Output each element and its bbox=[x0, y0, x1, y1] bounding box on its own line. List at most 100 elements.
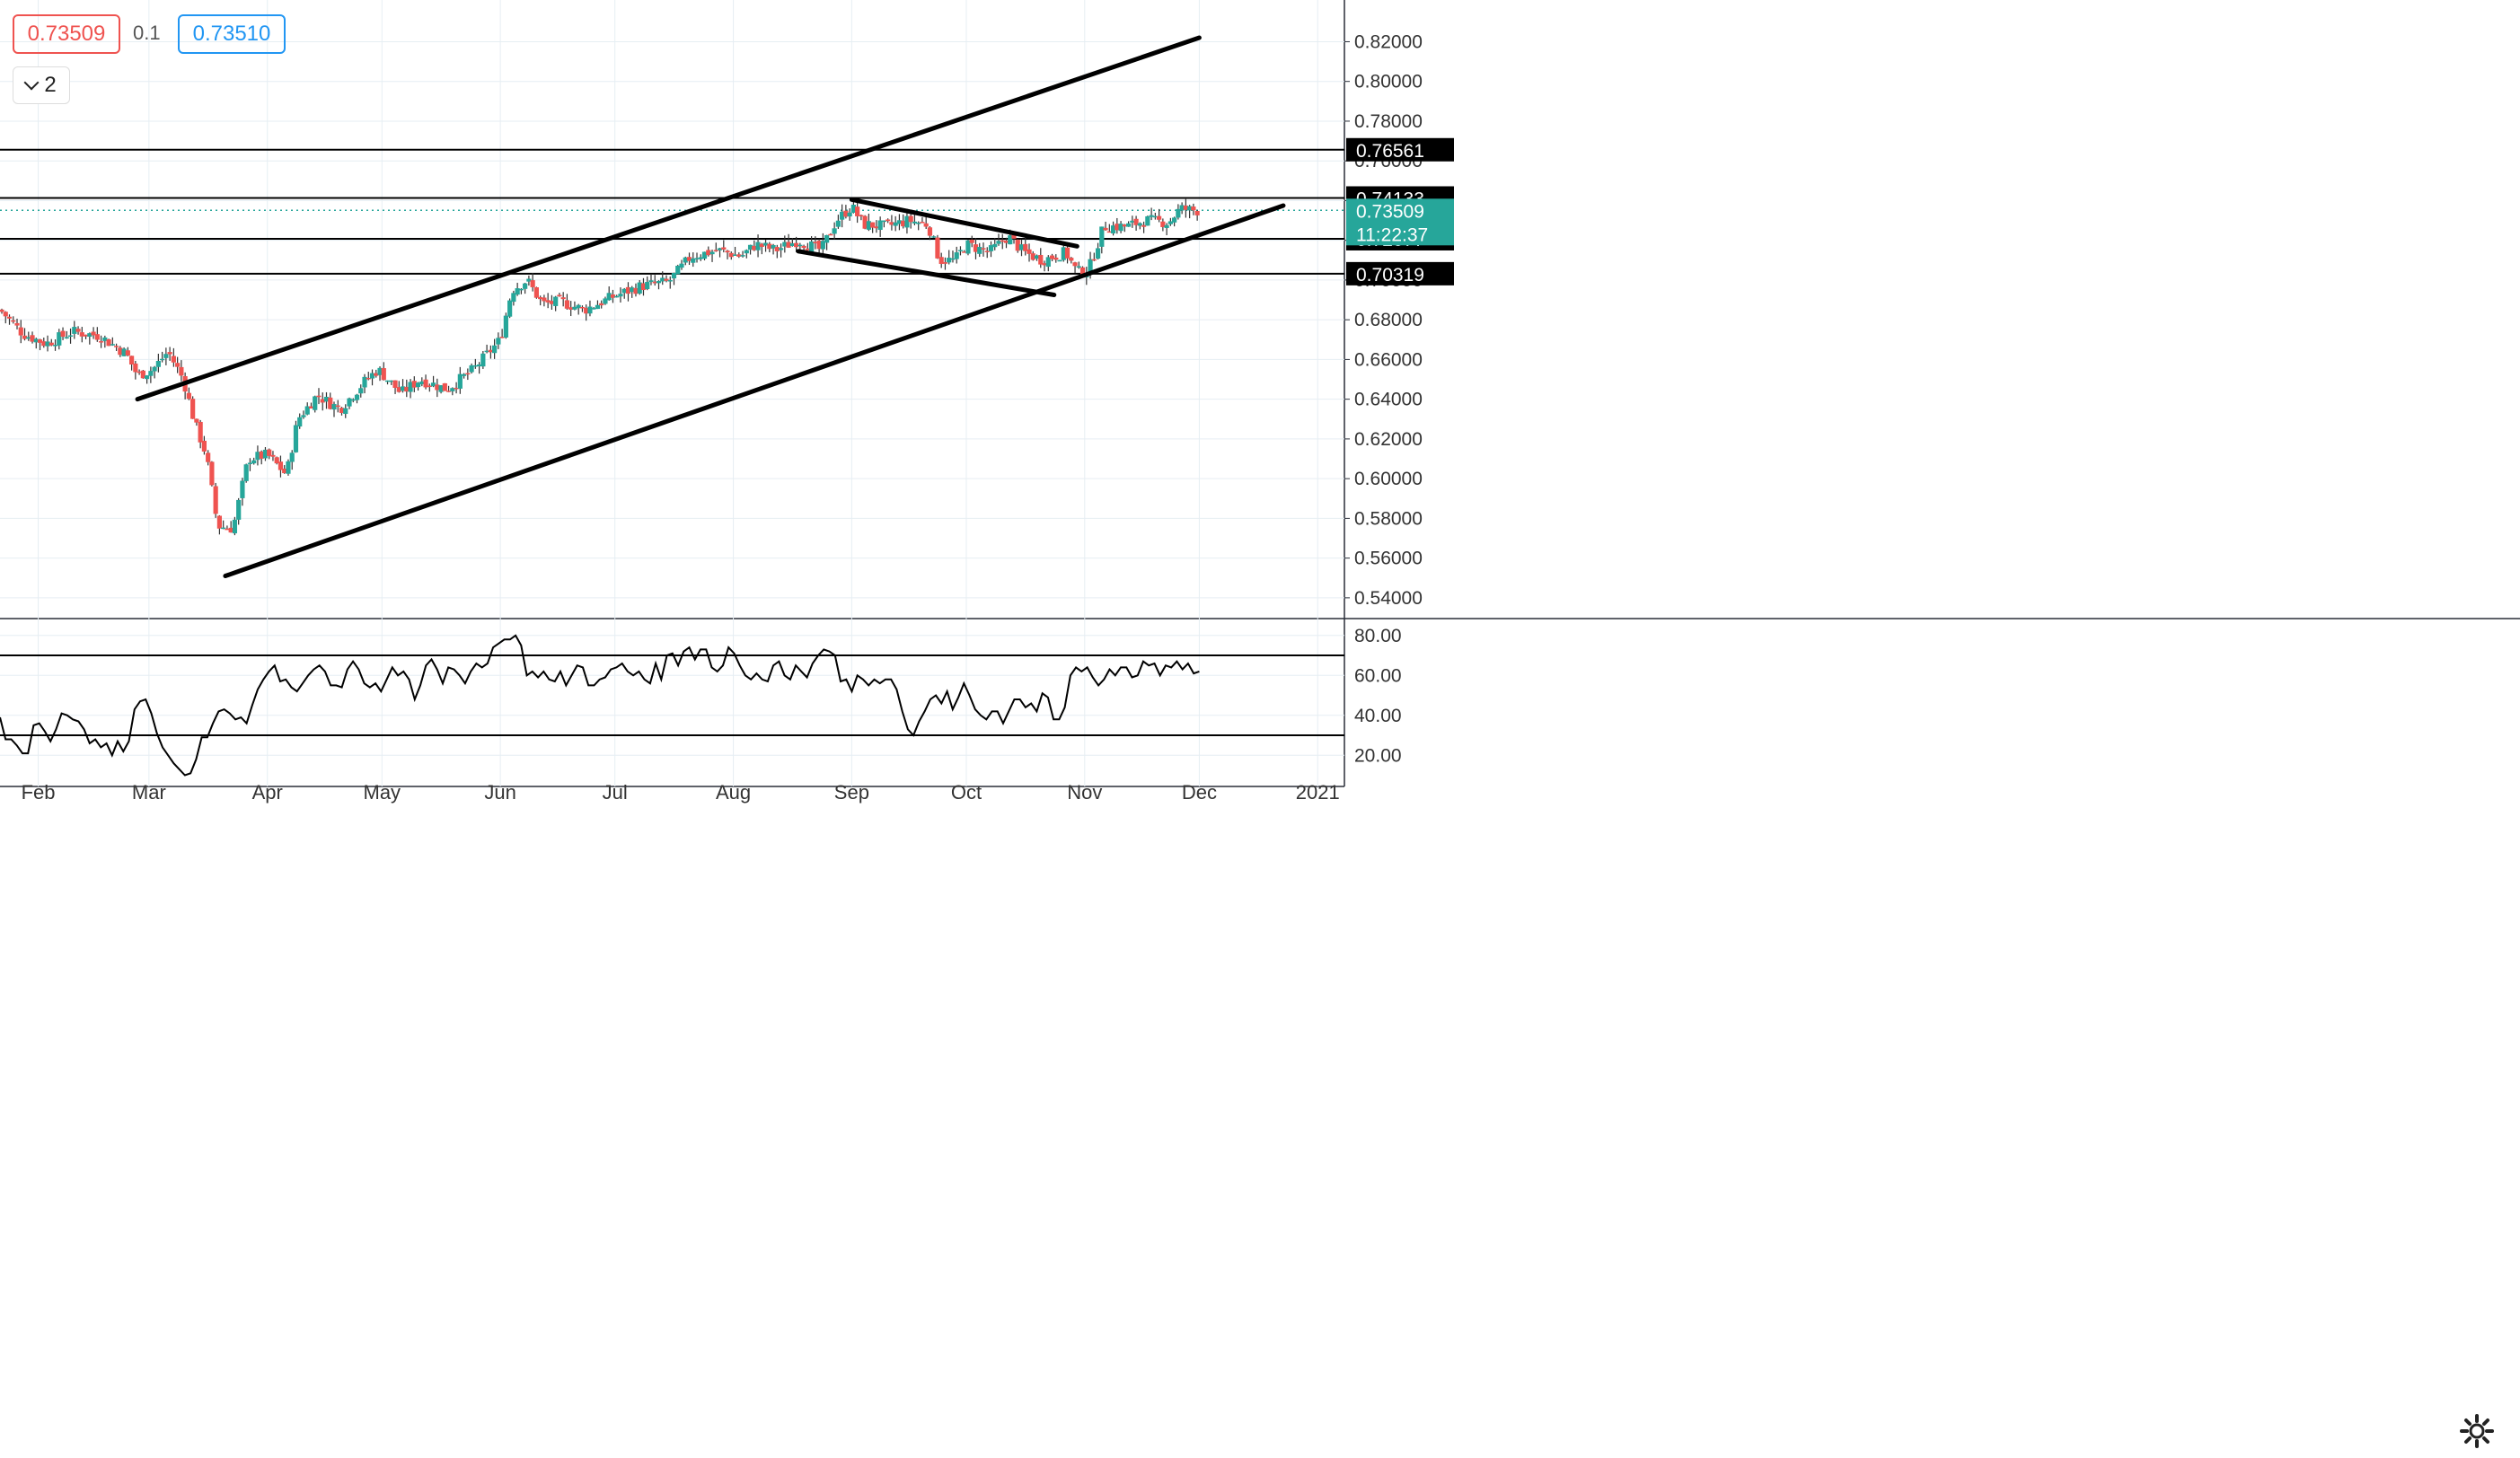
candle-up bbox=[507, 300, 513, 317]
candle-up bbox=[472, 364, 478, 367]
candle-down bbox=[625, 286, 631, 294]
candle-down bbox=[454, 387, 459, 390]
candle-up bbox=[523, 283, 528, 289]
candle-up bbox=[747, 244, 753, 250]
candle-up bbox=[484, 350, 489, 353]
candle-up bbox=[671, 272, 677, 279]
candle-down bbox=[335, 405, 340, 408]
candle-down bbox=[167, 352, 172, 355]
candle-down bbox=[927, 227, 933, 236]
candle-up bbox=[893, 222, 898, 226]
candle-down bbox=[1091, 259, 1097, 261]
candle-up bbox=[57, 332, 62, 346]
candle-up bbox=[740, 255, 745, 257]
candle-up bbox=[595, 304, 601, 310]
candle-up bbox=[778, 248, 784, 250]
candle-up bbox=[354, 394, 360, 400]
candle-down bbox=[767, 243, 772, 250]
gear-icon[interactable] bbox=[2459, 1413, 2495, 1449]
candle-down bbox=[374, 373, 379, 376]
candle-up bbox=[148, 371, 154, 376]
price-axis[interactable]: 0.820000.800000.780000.760000.740000.720… bbox=[1344, 31, 1454, 766]
candle-up bbox=[304, 406, 310, 415]
ask-price-box[interactable]: 0.73510 bbox=[178, 14, 286, 54]
candle-up bbox=[1076, 266, 1081, 268]
candle-up bbox=[965, 240, 971, 254]
candle-down bbox=[171, 356, 176, 363]
candle-up bbox=[866, 221, 871, 230]
candle-up bbox=[912, 221, 918, 224]
candle-down bbox=[533, 286, 539, 298]
candle-down bbox=[140, 370, 145, 379]
candle-up bbox=[293, 425, 299, 452]
candle-down bbox=[499, 337, 505, 338]
candle-down bbox=[1194, 211, 1200, 215]
candle-down bbox=[213, 486, 218, 514]
candle-down bbox=[60, 330, 66, 338]
price-pane[interactable] bbox=[0, 35, 1344, 579]
price-tick-label: 0.54000 bbox=[1354, 588, 1423, 609]
spread-value: 0.1 bbox=[133, 22, 161, 44]
candle-down bbox=[118, 347, 123, 356]
candle-up bbox=[461, 373, 467, 376]
candle-up bbox=[881, 220, 887, 223]
indicators-collapse-button[interactable]: 2 bbox=[13, 66, 70, 104]
rsi-tick-label: 80.00 bbox=[1354, 626, 1402, 646]
candle-down bbox=[366, 377, 371, 380]
candle-up bbox=[1008, 235, 1013, 245]
candle-down bbox=[37, 339, 43, 343]
trendline[interactable] bbox=[223, 203, 1286, 579]
candle-down bbox=[813, 242, 818, 244]
price-tick-label: 0.64000 bbox=[1354, 390, 1423, 410]
candle-up bbox=[691, 258, 696, 263]
candle-down bbox=[411, 381, 417, 388]
bid-price-box[interactable]: 0.73509 bbox=[13, 14, 120, 54]
candle-down bbox=[935, 237, 940, 259]
candle-up bbox=[163, 354, 169, 358]
rsi-tick-label: 20.00 bbox=[1354, 745, 1402, 766]
candle-up bbox=[782, 242, 788, 247]
candle-up bbox=[438, 385, 444, 392]
candle-down bbox=[308, 406, 314, 408]
candle-up bbox=[694, 258, 700, 259]
candle-down bbox=[465, 373, 471, 375]
rsi-pane[interactable] bbox=[0, 634, 1344, 777]
price-tick-label: 0.78000 bbox=[1354, 111, 1423, 132]
candle-up bbox=[496, 338, 501, 345]
price-tick-label: 0.66000 bbox=[1354, 349, 1423, 370]
candle-up bbox=[904, 215, 910, 228]
candle-down bbox=[179, 366, 184, 376]
time-axis[interactable]: Feb Mar Apr May Jun Jul Aug Sep Oct Nov Dec 2021 bbox=[22, 781, 1340, 804]
candle-down bbox=[1133, 218, 1139, 225]
rsi-line[interactable] bbox=[0, 634, 1200, 777]
candle-down bbox=[736, 254, 742, 257]
trendline[interactable] bbox=[135, 35, 1202, 402]
candle-up bbox=[824, 234, 830, 243]
trendline[interactable] bbox=[796, 249, 1057, 298]
candle-down bbox=[1053, 257, 1059, 260]
time-tick-label: 2021 bbox=[1296, 781, 1340, 804]
trendline[interactable] bbox=[849, 197, 1079, 249]
candle-up bbox=[1088, 259, 1093, 274]
candle-up bbox=[415, 382, 421, 388]
rsi-tick-label: 60.00 bbox=[1354, 665, 1402, 686]
candle-down bbox=[706, 250, 711, 256]
candle-up bbox=[236, 499, 242, 520]
candle-down bbox=[816, 241, 822, 250]
candle-up bbox=[1130, 220, 1135, 223]
candle-down bbox=[11, 320, 16, 322]
candle-up bbox=[1110, 225, 1116, 233]
candle-up bbox=[45, 341, 50, 347]
candle-up bbox=[675, 265, 681, 275]
candle-down bbox=[137, 371, 142, 373]
price-tick-label: 0.62000 bbox=[1354, 429, 1423, 450]
candle-up bbox=[469, 364, 474, 373]
candle-up bbox=[931, 236, 937, 238]
candle-down bbox=[1011, 234, 1017, 239]
candle-up bbox=[840, 211, 845, 220]
candle-down bbox=[862, 215, 868, 229]
candle-up bbox=[1172, 217, 1177, 223]
candle-up bbox=[572, 306, 577, 310]
candle-up bbox=[850, 205, 856, 213]
